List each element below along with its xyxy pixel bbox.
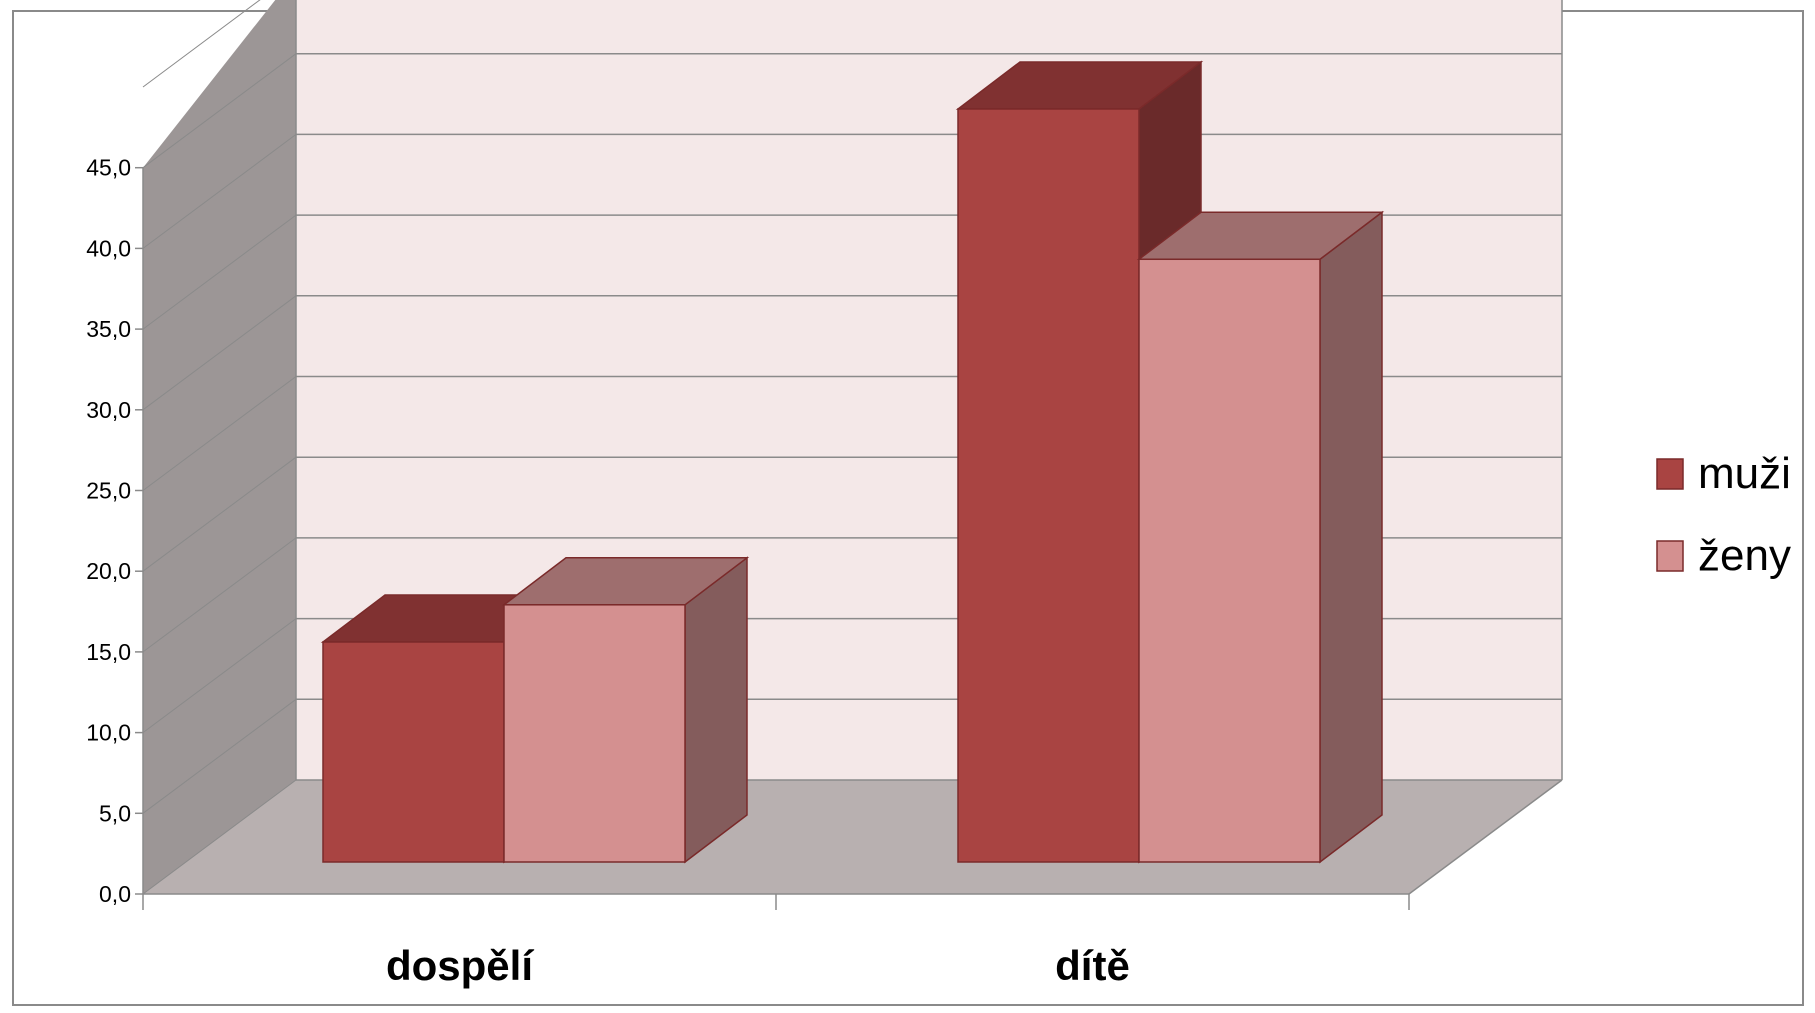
legend-label: ženy — [1698, 531, 1791, 580]
y-tick-label: 25,0 — [86, 478, 131, 504]
grid-line-side — [142, 0, 261, 88]
y-tick-label: 35,0 — [86, 316, 131, 342]
bar-front — [1138, 258, 1321, 863]
y-tick-label: 30,0 — [86, 397, 131, 423]
bar-front — [503, 604, 686, 863]
grid-line-side — [142, 53, 297, 169]
grid-line-side — [142, 295, 297, 411]
grid-line-side — [142, 618, 297, 734]
legend-label: muži — [1698, 449, 1791, 498]
x-category-label: dítě — [1055, 942, 1130, 989]
legend-swatch-muzi — [1656, 458, 1684, 490]
grid-line-side — [142, 376, 297, 491]
y-tick-label: 5,0 — [99, 800, 131, 826]
x-axis: dospělí dítě — [142, 893, 1410, 989]
bar-front — [322, 641, 505, 863]
grid-line-side — [142, 456, 297, 572]
y-tick-label: 20,0 — [86, 558, 131, 584]
legend: muži ženy — [1656, 449, 1791, 580]
y-tick-label: 0,0 — [99, 881, 131, 907]
bar-ženy — [501, 556, 750, 864]
x-category-label: dospělí — [386, 942, 534, 989]
y-axis: 0,0 5,0 10,0 15,0 20,0 25,0 30,0 35,0 40,0 45,0 — [86, 155, 144, 907]
grid-line-side — [142, 214, 297, 330]
bar-front — [957, 108, 1140, 863]
y-tick-label: 10,0 — [86, 720, 131, 746]
bars — [320, 60, 1385, 864]
grid-line-side — [142, 537, 297, 653]
chart-side-wall — [143, 0, 296, 894]
bar-side — [1319, 210, 1383, 864]
grid-line-side — [142, 133, 297, 249]
bar-side — [684, 556, 748, 864]
grid-edge — [1408, 779, 1563, 895]
legend-swatch-zeny — [1656, 540, 1684, 572]
bar-ženy — [1136, 210, 1385, 864]
y-tick-label: 15,0 — [86, 639, 131, 665]
grid-line-side — [142, 698, 297, 814]
y-tick-label: 40,0 — [86, 235, 131, 261]
y-tick-label: 45,0 — [86, 155, 131, 181]
grid-line-side — [142, 779, 297, 895]
